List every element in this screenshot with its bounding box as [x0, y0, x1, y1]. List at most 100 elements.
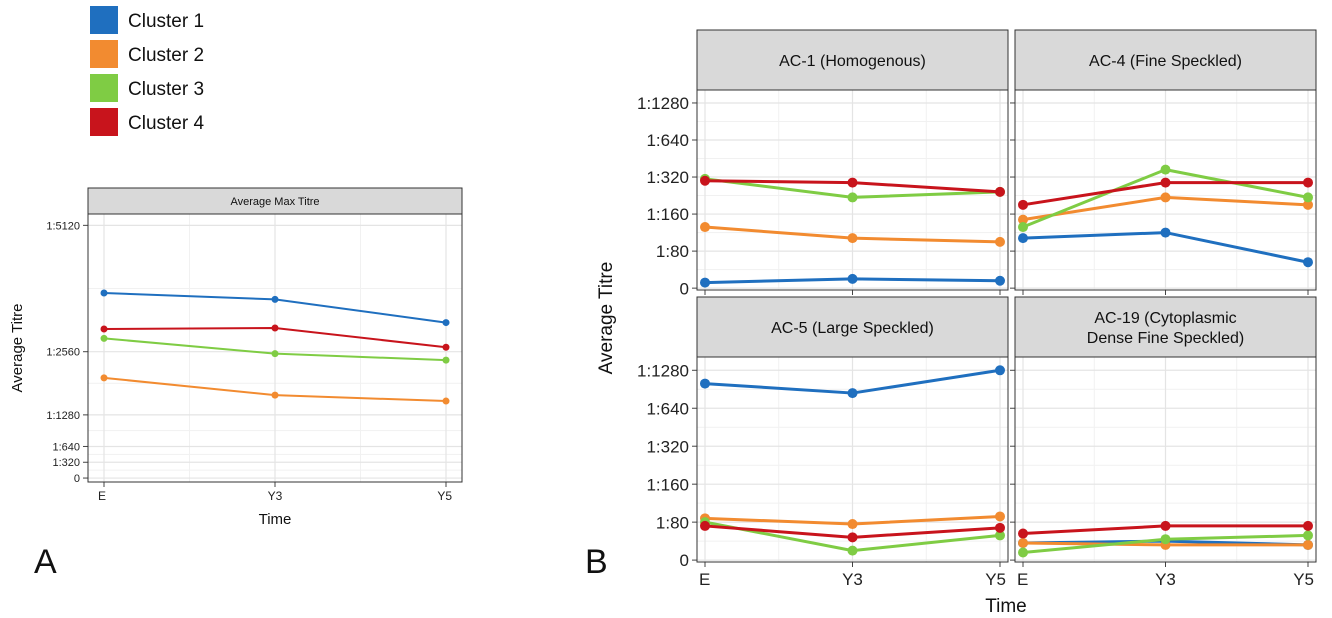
- panel-b-facet-2-point-cluster-2-Y3: [1160, 192, 1171, 203]
- panel-b-facet-1-point-cluster-4-Y5: [995, 186, 1005, 197]
- panel-b-facet-1-point-cluster-4-E: [700, 175, 710, 186]
- panel-a-strip: [87, 187, 463, 215]
- panel-a-point-cluster-2-Y5: [442, 397, 450, 405]
- legend-label-cluster-4: Cluster 4: [128, 113, 204, 134]
- panel-b-facet-3-point-cluster-3-Y3: [847, 545, 858, 556]
- panel-b-facet-2-point-cluster-3-Y3: [1160, 164, 1171, 175]
- panel-b-facet-2-point-cluster-1-Y5: [1303, 257, 1313, 268]
- panel-b-facet-3-panel: 0 1:80 1:160 1:320 1:640 1:1280 E Y3 Y5: [637, 356, 1009, 589]
- legend-label-cluster-1: Cluster 1: [128, 11, 204, 32]
- panel-b-facet-4-point-cluster-3-E: [1018, 547, 1028, 558]
- panel-a-ytick-label: 1:5120: [46, 220, 80, 232]
- legend-swatch-cluster-4: [90, 108, 118, 136]
- panel-b-facet-3-point-cluster-4-Y5: [995, 522, 1005, 533]
- panel-b-facet-2-panel: [1010, 89, 1317, 295]
- panel-b-strip-4-text: AC-19 (Cytoplasmic: [1094, 310, 1236, 327]
- panel-a-point-cluster-3-Y5: [442, 356, 450, 364]
- legend-swatch-cluster-1: [90, 6, 118, 34]
- panel-a-xtick-label: Y5: [437, 489, 452, 503]
- legend-swatch-cluster-2: [90, 40, 118, 68]
- panel-b-facet-2-plot-frame: [1014, 89, 1317, 291]
- panel-b-facet-4-point-cluster-4-E: [1018, 528, 1028, 539]
- panel-b-strip-4-text: Dense Fine Speckled): [1087, 330, 1244, 347]
- panel-b-facet-1-point-cluster-2-Y5: [995, 236, 1005, 247]
- panel-a-ytick-label: 1:640: [52, 441, 80, 453]
- panel-a-yaxis-title: Average Titre: [9, 304, 26, 393]
- panel-b-facet-3-point-cluster-3-Y5: [995, 530, 1005, 541]
- panel-a-point-cluster-1-Y3: [271, 295, 279, 303]
- panel-b-facet-3-point-cluster-4-Y3: [847, 532, 858, 543]
- panel-b-facet-1-ytick-label: 0: [680, 279, 689, 298]
- panel-b-facet-4-point-cluster-2-E: [1018, 538, 1028, 549]
- panel-b-facet-2-point-cluster-2-E: [1018, 214, 1028, 225]
- panel-b-facet-1-ytick-label: 1:640: [646, 131, 689, 150]
- panel-b-facet-1-ytick-label: 1:160: [646, 205, 689, 224]
- panel-b-facet-2-point-cluster-1-Y3: [1160, 227, 1171, 238]
- panel-b-facet-4-panel: E Y3 Y5: [1010, 356, 1317, 589]
- panel-a-point-cluster-4-Y5: [442, 343, 450, 351]
- panel-a-point-cluster-1-Y5: [442, 319, 450, 327]
- panel-b-facet-4-plot-frame: [1014, 356, 1317, 563]
- panel-label-a: A: [34, 543, 57, 581]
- panel-b-facet-2-point-cluster-3-Y5: [1303, 192, 1313, 203]
- panel-a-strip-text: Average Max Titre: [230, 196, 319, 208]
- legend-label-cluster-3: Cluster 3: [128, 79, 204, 100]
- panel-b-strip-4: [1014, 296, 1317, 358]
- panel-b-facet-1-point-cluster-4-Y3: [847, 177, 858, 188]
- panel-b-facet-3-point-cluster-1-E: [700, 378, 710, 389]
- panel-b-facet-3-point-cluster-1-Y3: [847, 388, 858, 399]
- panel-a-xtick-label: Y3: [268, 489, 283, 503]
- panel-b-facet-3-point-cluster-2-Y3: [847, 519, 858, 530]
- panel-b-strip-3-text: AC-5 (Large Speckled): [771, 320, 934, 337]
- panel-b-facet-3-ytick-label: 0: [680, 551, 689, 570]
- panel-b-facet-2-point-cluster-4-E: [1018, 199, 1028, 210]
- panel-a-xtick-label: E: [98, 489, 106, 503]
- panel-b-facet-4-point-cluster-3-Y5: [1303, 530, 1313, 541]
- panel-a-ytick-label: 1:2560: [46, 347, 80, 359]
- panel-a-plot-frame: [87, 213, 463, 483]
- panel-a-panel: 0 1:320 1:640 1:1280 1:2560 1:5120 E Y3 Y5: [46, 213, 463, 503]
- panel-b-facet-3-ytick-label: 1:640: [646, 399, 689, 418]
- panel-b-facet-3-xtick-label: E: [699, 570, 710, 589]
- panel-b-facet-2-point-cluster-4-Y3: [1160, 177, 1171, 188]
- panel-a-point-cluster-4-E: [100, 325, 108, 333]
- panel-b-facet-2-point-cluster-4-Y5: [1303, 177, 1313, 188]
- panel-b-facet-1-plot-frame: [696, 89, 1009, 291]
- panel-b-strip-3: [696, 296, 1009, 358]
- panel-b-facet-3-ytick-label: 1:160: [646, 475, 689, 494]
- panel-a-ytick-label: 1:320: [52, 457, 80, 469]
- panel-b-facet-3-plot-frame: [696, 356, 1009, 563]
- panel-a-xaxis-title: Time: [259, 511, 292, 528]
- panel-b-facet-4-point-cluster-3-Y3: [1160, 534, 1171, 545]
- panel-b-facet-3-ytick-label: 1:1280: [637, 361, 689, 380]
- panel-a-point-cluster-2-E: [100, 374, 108, 382]
- panel-b-facet-4-xtick-label: E: [1017, 570, 1028, 589]
- panel-b-facet-4-point-cluster-4-Y5: [1303, 520, 1313, 531]
- panel-a-ytick-label: 1:1280: [46, 410, 80, 422]
- panel-b-facet-1-point-cluster-3-Y3: [847, 192, 858, 203]
- panel-b-strip-2: [1014, 29, 1317, 91]
- panel-b-facet-3-point-cluster-4-E: [700, 520, 710, 531]
- panel-b-facet-1-panel: 0 1:80 1:160 1:320 1:640 1:1280: [637, 89, 1009, 298]
- panel-a-point-cluster-2-Y3: [271, 391, 279, 399]
- panel-label-b: B: [585, 543, 608, 581]
- panel-a-point-cluster-4-Y3: [271, 324, 279, 332]
- panel-b-facet-1-point-cluster-1-E: [700, 277, 710, 288]
- panel-b-facet-1-ytick-label: 1:320: [646, 168, 689, 187]
- panel-b-facet-1-ytick-label: 1:1280: [637, 94, 689, 113]
- panel-b-facet-2-point-cluster-1-E: [1018, 233, 1028, 244]
- panel-b-xaxis-title: Time: [985, 596, 1027, 617]
- panel-b-facet-4-xtick-label: Y5: [1293, 570, 1314, 589]
- panel-a-point-cluster-1-E: [100, 289, 108, 297]
- panel-b-facet-3-ytick-label: 1:320: [646, 437, 689, 456]
- panel-b-facet-2-point-cluster-3-E: [1018, 222, 1028, 233]
- panel-a-ytick-label: 0: [74, 473, 80, 485]
- panel-b-facet-2-point-cluster-2-Y5: [1303, 199, 1313, 210]
- panel-b-facet-1-ytick-label: 1:80: [656, 242, 689, 261]
- panel-b-facet-3-ytick-label: 1:80: [656, 513, 689, 532]
- legend-swatch-cluster-3: [90, 74, 118, 102]
- panel-b-strip-1: [696, 29, 1009, 91]
- panel-b-strip-1-text: AC-1 (Homogenous): [779, 53, 926, 70]
- panel-b-facet-4-point-cluster-4-Y3: [1160, 520, 1171, 531]
